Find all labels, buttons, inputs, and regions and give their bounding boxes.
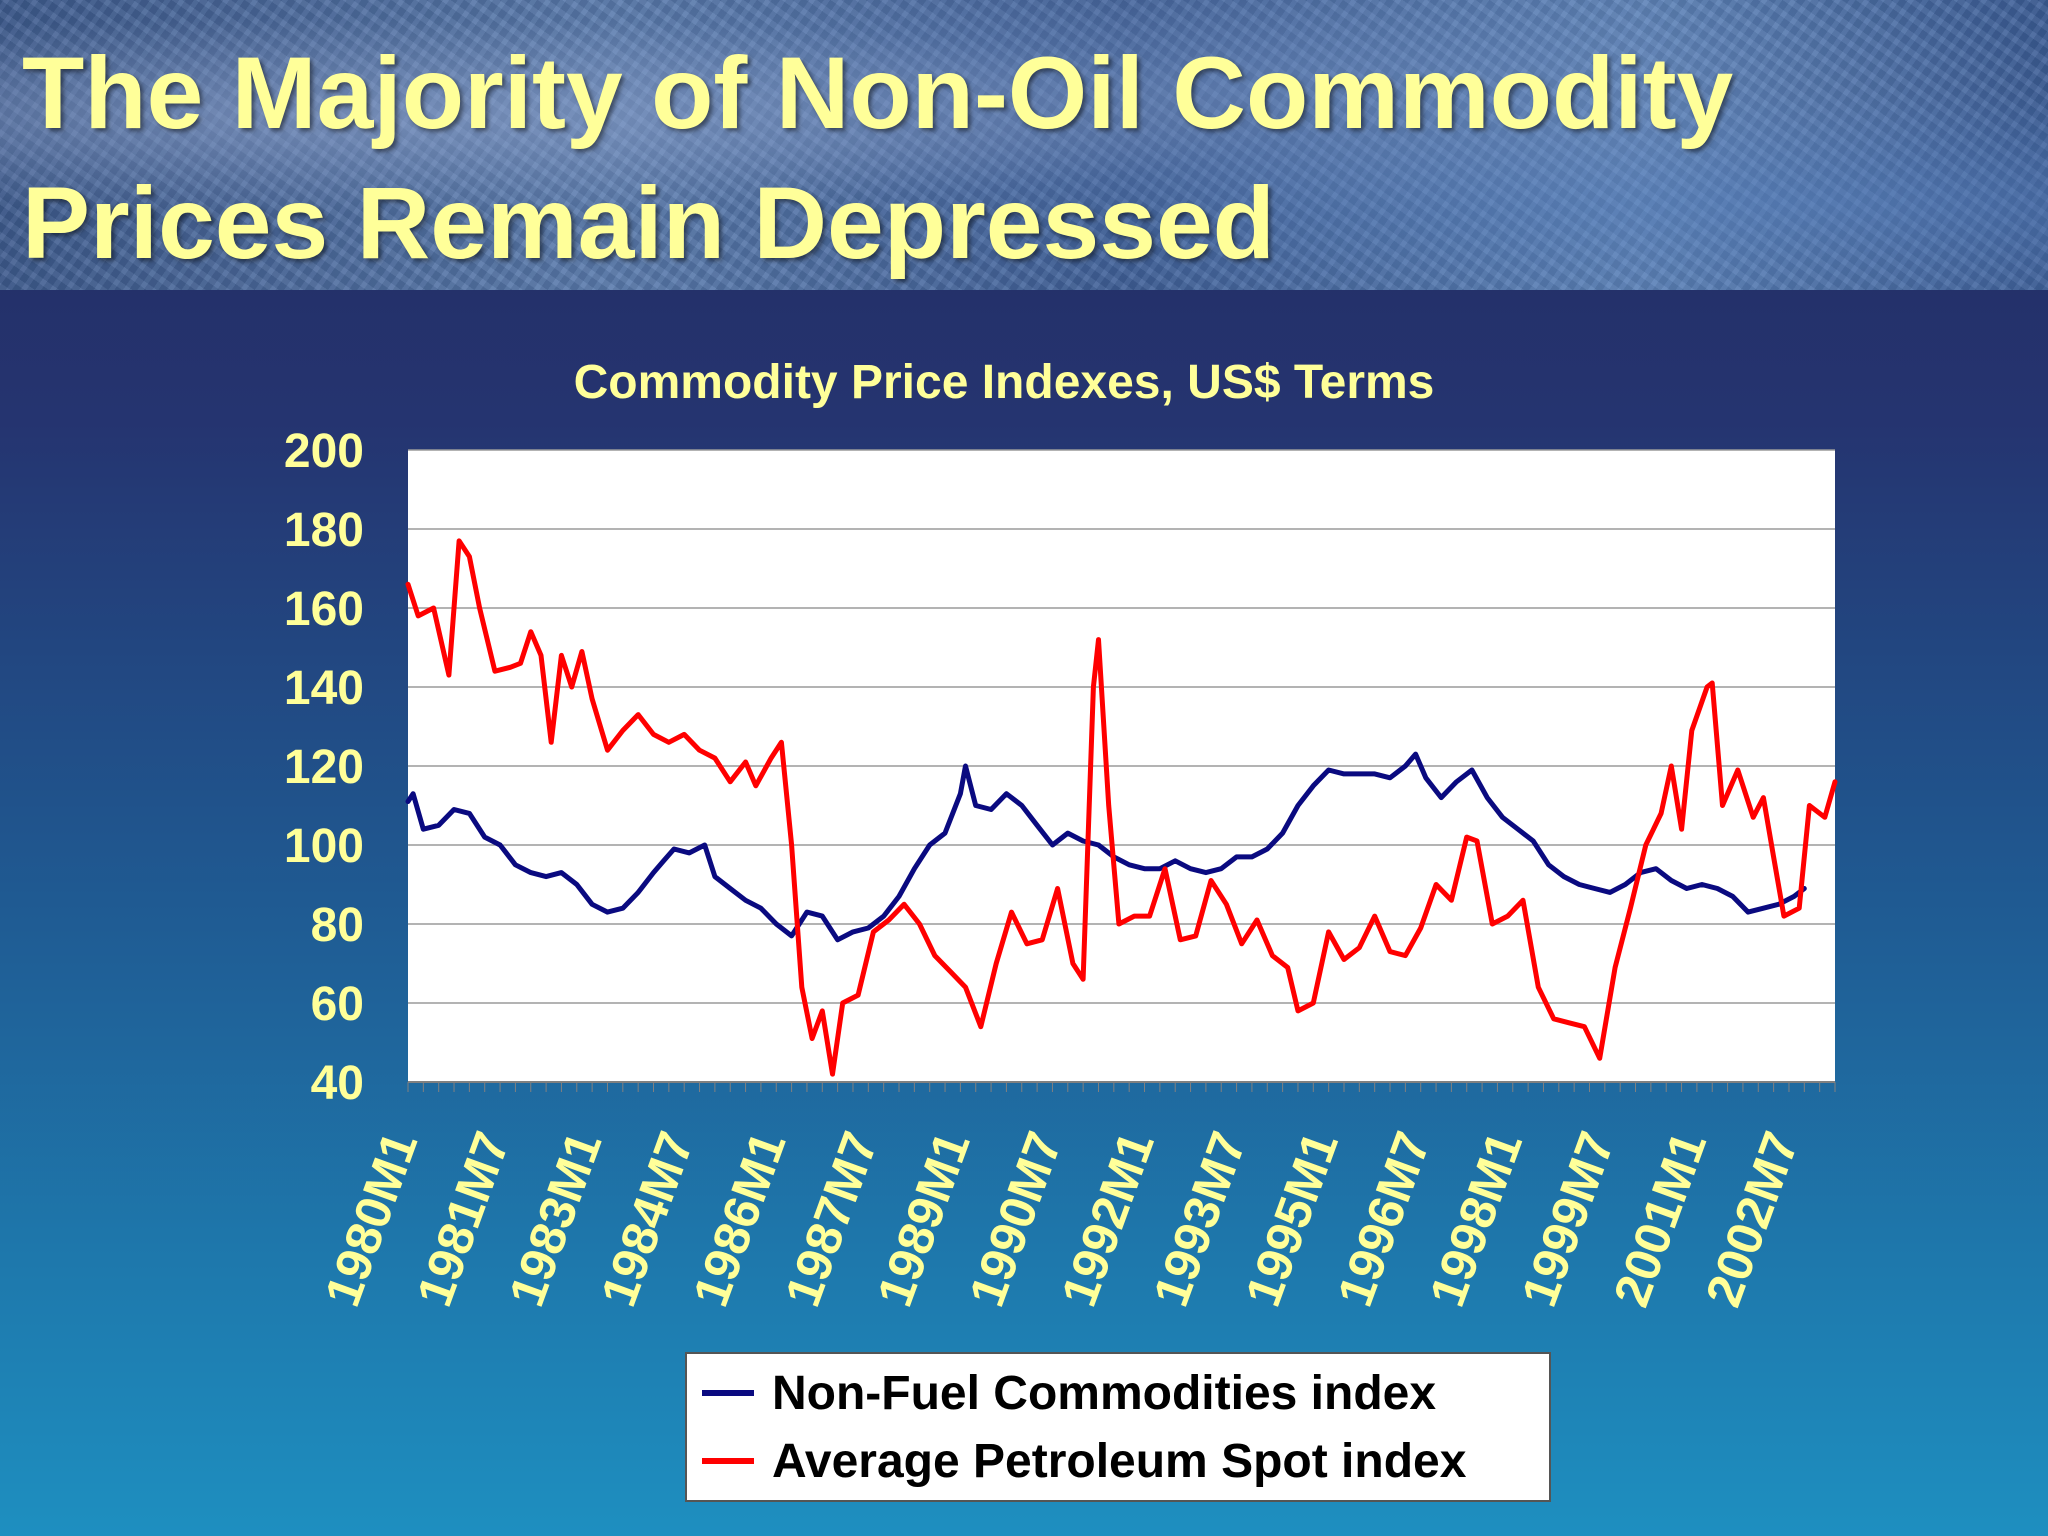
legend: Non-Fuel Commodities index Average Petro…: [685, 1352, 1551, 1502]
y-tick-label: 40: [311, 1057, 364, 1110]
chart-title: Commodity Price Indexes, US$ Terms: [0, 355, 2048, 410]
legend-item-non-fuel: Non-Fuel Commodities index: [687, 1358, 1436, 1428]
legend-swatch-petroleum: [702, 1458, 754, 1464]
y-tick-label: 100: [284, 820, 364, 873]
y-tick-label: 60: [311, 978, 364, 1031]
legend-label-petroleum: Average Petroleum Spot index: [772, 1434, 1467, 1488]
y-tick-label: 120: [284, 741, 364, 794]
y-tick-label: 140: [284, 662, 364, 715]
slide-title: The Majority of Non-Oil Commodity Prices…: [22, 36, 1734, 280]
y-tick-label: 180: [284, 504, 364, 557]
y-axis: 200 180 160 140 120 100 80 60 40: [284, 425, 364, 1110]
legend-item-petroleum: Average Petroleum Spot index: [687, 1426, 1466, 1496]
series-line-non-fuel: [405, 751, 1807, 943]
y-tick-label: 80: [311, 899, 364, 952]
legend-swatch-non-fuel: [702, 1390, 754, 1396]
series-line-petroleum: [405, 538, 1838, 1077]
chart-title-text: Commodity Price Indexes, US$ Terms: [573, 356, 1435, 409]
legend-label-non-fuel: Non-Fuel Commodities index: [772, 1366, 1437, 1420]
x-axis: 1980M11981M71983M11984M71986M11987M71989…: [314, 1081, 1836, 1314]
title-banner: The Majority of Non-Oil Commodity Prices…: [0, 0, 2048, 290]
series-lines: [405, 538, 1838, 1077]
y-tick-label: 160: [284, 583, 364, 636]
y-tick-label: 200: [284, 425, 364, 478]
